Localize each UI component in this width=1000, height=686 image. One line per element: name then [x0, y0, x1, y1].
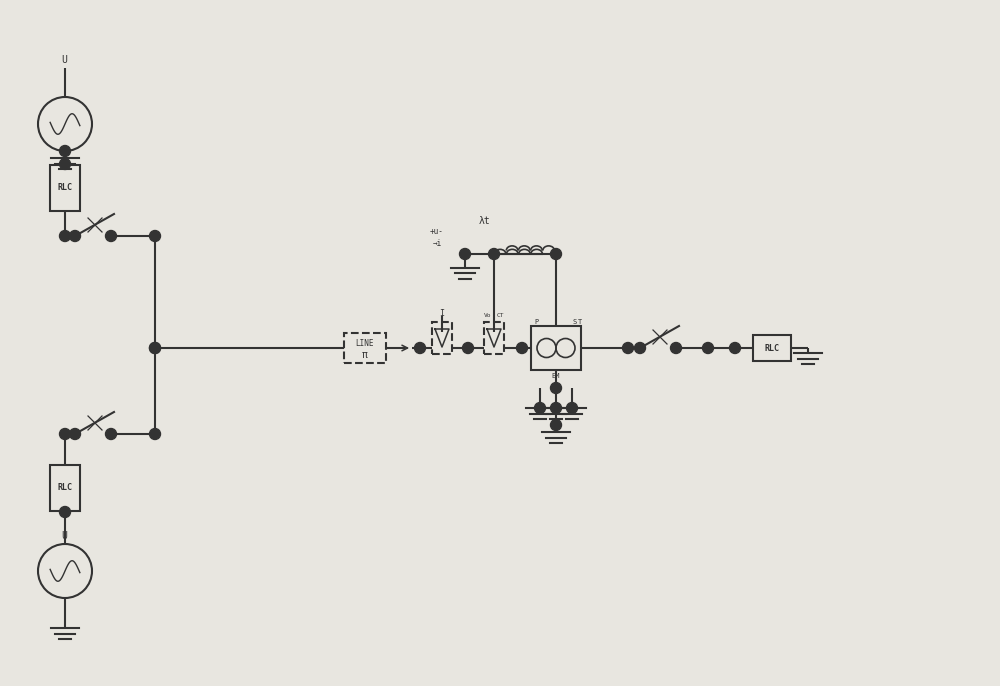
Circle shape [702, 342, 714, 353]
Circle shape [550, 383, 562, 394]
Text: U: U [61, 531, 67, 541]
Text: RLC: RLC [765, 344, 780, 353]
Text: LINE: LINE [356, 338, 374, 348]
Circle shape [550, 403, 562, 414]
Circle shape [622, 342, 634, 353]
Text: T: T [578, 319, 582, 325]
FancyBboxPatch shape [50, 465, 80, 511]
Circle shape [635, 342, 646, 353]
FancyBboxPatch shape [344, 333, 386, 363]
Circle shape [730, 342, 740, 353]
Text: Vo: Vo [484, 313, 492, 318]
Circle shape [670, 342, 682, 353]
Text: U: U [61, 55, 67, 65]
Circle shape [150, 342, 160, 353]
Circle shape [566, 403, 578, 414]
Circle shape [150, 230, 160, 241]
Text: →i: →i [432, 239, 442, 248]
FancyBboxPatch shape [531, 326, 581, 370]
Circle shape [60, 429, 70, 440]
Text: RLC: RLC [58, 484, 72, 493]
Circle shape [106, 230, 117, 241]
Circle shape [489, 248, 500, 259]
Circle shape [60, 230, 70, 241]
Text: π: π [362, 350, 368, 360]
Circle shape [150, 429, 160, 440]
Circle shape [534, 403, 546, 414]
Circle shape [550, 420, 562, 431]
FancyBboxPatch shape [432, 322, 452, 354]
Text: CT: CT [496, 313, 504, 318]
Text: RLC: RLC [58, 183, 72, 193]
FancyBboxPatch shape [484, 322, 504, 354]
FancyBboxPatch shape [50, 165, 80, 211]
Circle shape [460, 248, 471, 259]
Circle shape [516, 342, 528, 353]
Circle shape [462, 342, 474, 353]
Circle shape [60, 145, 70, 156]
Circle shape [70, 230, 80, 241]
Text: λt: λt [479, 216, 491, 226]
Text: +u-: +u- [430, 227, 444, 236]
FancyBboxPatch shape [753, 335, 791, 361]
Circle shape [60, 158, 70, 169]
Circle shape [550, 248, 562, 259]
Text: S: S [573, 319, 577, 325]
Circle shape [70, 429, 80, 440]
Text: P: P [535, 319, 539, 325]
Circle shape [415, 342, 426, 353]
Text: EM: EM [552, 373, 560, 379]
Circle shape [106, 429, 117, 440]
Circle shape [60, 506, 70, 517]
Text: I: I [440, 309, 444, 318]
Circle shape [150, 342, 160, 353]
